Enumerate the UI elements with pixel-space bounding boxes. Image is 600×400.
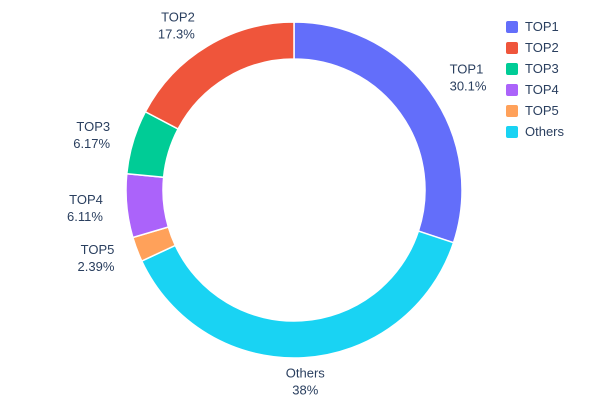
pie-slice-top1[interactable] bbox=[293, 21, 463, 244]
chart-legend: TOP1 TOP2 TOP3 TOP4 TOP5 Others bbox=[506, 16, 564, 142]
pie-slice-others[interactable] bbox=[140, 230, 455, 359]
slice-label-percent: 6.17% bbox=[73, 136, 110, 151]
slice-label-percent: 2.39% bbox=[78, 259, 115, 274]
slice-label-top2: TOP2 17.3% bbox=[158, 10, 195, 42]
slice-label-percent: 38% bbox=[292, 383, 318, 398]
slice-label-top3: TOP3 6.17% bbox=[73, 119, 110, 151]
legend-item-top1[interactable]: TOP1 bbox=[506, 16, 564, 37]
legend-item-top4[interactable]: TOP4 bbox=[506, 79, 564, 100]
slice-label-name: TOP1 bbox=[450, 62, 484, 77]
pie-slice-top4[interactable] bbox=[125, 172, 170, 239]
slice-label-top5: TOP5 2.39% bbox=[78, 242, 115, 274]
legend-item-top3[interactable]: TOP3 bbox=[506, 58, 564, 79]
legend-swatch bbox=[506, 125, 518, 138]
slice-label-percent: 17.3% bbox=[158, 27, 195, 42]
slice-label-percent: 6.11% bbox=[67, 209, 103, 224]
slice-label-name: TOP3 bbox=[76, 119, 110, 134]
legend-swatch bbox=[506, 20, 518, 33]
legend-label: TOP2 bbox=[525, 40, 559, 55]
legend-label: TOP4 bbox=[525, 82, 559, 97]
legend-label: TOP3 bbox=[525, 61, 559, 76]
slice-label-top4: TOP4 6.11% bbox=[67, 192, 103, 224]
slice-label-name: TOP5 bbox=[81, 242, 115, 257]
slice-label-name: TOP4 bbox=[69, 192, 103, 207]
legend-label: TOP5 bbox=[525, 103, 559, 118]
slice-label-name: Others bbox=[286, 366, 326, 381]
legend-label: Others bbox=[525, 124, 565, 139]
slice-label-percent: 30.1% bbox=[450, 79, 487, 94]
slice-label-others: Others 38% bbox=[286, 366, 326, 398]
legend-swatch bbox=[506, 104, 518, 117]
legend-swatch bbox=[506, 62, 518, 75]
pie-slice-top2[interactable] bbox=[144, 21, 295, 130]
legend-item-top5[interactable]: TOP5 bbox=[506, 100, 564, 121]
legend-swatch bbox=[506, 83, 518, 96]
legend-swatch bbox=[506, 41, 518, 54]
slice-label-top1: TOP1 30.1% bbox=[450, 62, 487, 94]
slice-label-name: TOP2 bbox=[161, 10, 195, 25]
legend-item-others[interactable]: Others bbox=[506, 121, 564, 142]
legend-label: TOP1 bbox=[525, 19, 559, 34]
legend-item-top2[interactable]: TOP2 bbox=[506, 37, 564, 58]
